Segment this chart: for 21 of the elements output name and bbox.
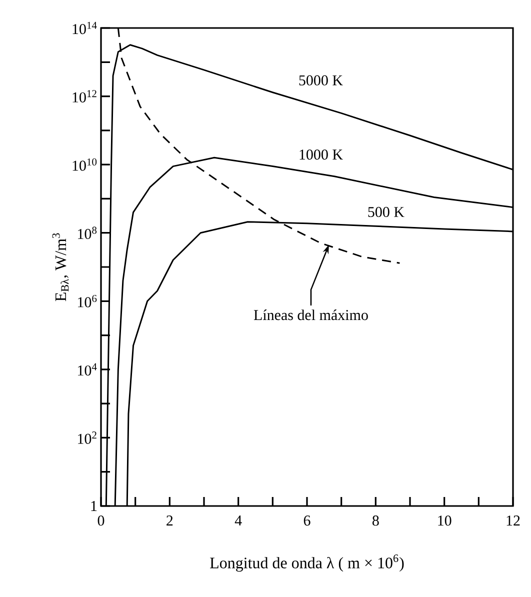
series-label: 5000 K [299, 75, 343, 86]
x-tick-label: 0 [98, 516, 104, 526]
y-tick-label: 10$^{14}$ [72, 22, 97, 34]
y-tick-label: 10$^{4}$ [78, 363, 97, 376]
y-tick-label: 1 [91, 501, 97, 511]
series-label: 1000 K [300, 150, 343, 160]
annotation: Líneas del máximo [254, 310, 368, 320]
x-tick-label: 2 [166, 516, 173, 526]
y-tick-label: 10$^{2}$ [78, 432, 96, 444]
y-tick-label: 10$^{6}$ [78, 294, 97, 308]
series-label: 500 K [368, 206, 404, 218]
y-tick-label: 10$^{10}$ [72, 158, 97, 171]
x-tick-label: 8 [372, 516, 379, 526]
y-tick-label: 10$^{12}$ [72, 90, 96, 102]
x-tick-label: 10 [438, 516, 452, 526]
x-tick-label: 12 [506, 516, 520, 526]
x-tick-label: 6 [304, 516, 310, 526]
x-axis-title: Longitud de onda λ ( m × 10$^{6}$) [210, 554, 404, 572]
x-tick-label: 4 [234, 516, 242, 526]
y-tick-label: 10$^{8}$ [78, 226, 97, 240]
y-axis-title: E$_{Bλ}$, W/m$^{3}$ [52, 233, 69, 302]
